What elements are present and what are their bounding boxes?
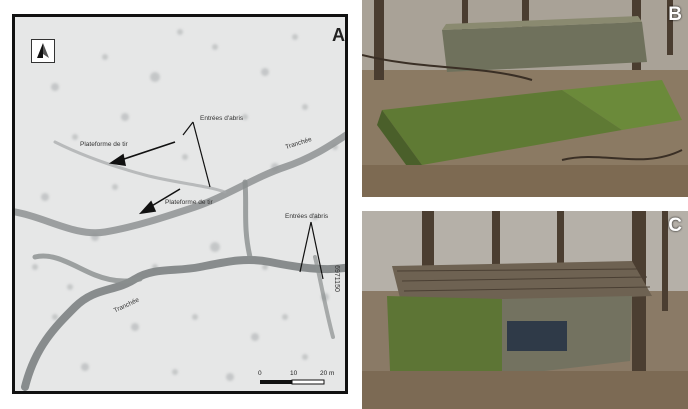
forest-scene-b: [362, 0, 688, 197]
label-entrance-top: Entrées d'abris: [200, 115, 244, 122]
label-platform-2: Plateforme de tir: [165, 199, 213, 206]
panel-letter-a: A: [332, 25, 345, 45]
north-arrow-icon: [31, 39, 55, 63]
forest-scene-c: [362, 211, 688, 409]
photo-c-shelter: C: [362, 211, 688, 409]
coordinate-left: 6971750: [12, 264, 15, 293]
label-entrance-right: Entrées d'abris: [285, 213, 329, 220]
scale-tick-20: 20 m: [320, 370, 335, 377]
scale-tick-0: 0: [258, 370, 262, 377]
scale-tick-10: 10: [290, 370, 298, 377]
trench-lines: [15, 131, 345, 391]
panel-letter-b: B: [668, 4, 682, 25]
photo-b-bunker-ruin: B: [362, 0, 688, 197]
lidar-terrain: [15, 17, 345, 391]
scale-bar: 0 10 20 m: [258, 370, 346, 388]
label-platform-1: Plateforme de tir: [80, 141, 128, 148]
lidar-map-panel: A Entrées d'abris Plateforme de tir Plat…: [12, 14, 348, 394]
annotation-arrows: [108, 121, 324, 280]
panel-letter-c: C: [668, 215, 682, 236]
coordinate-right: 6971150: [332, 265, 340, 292]
